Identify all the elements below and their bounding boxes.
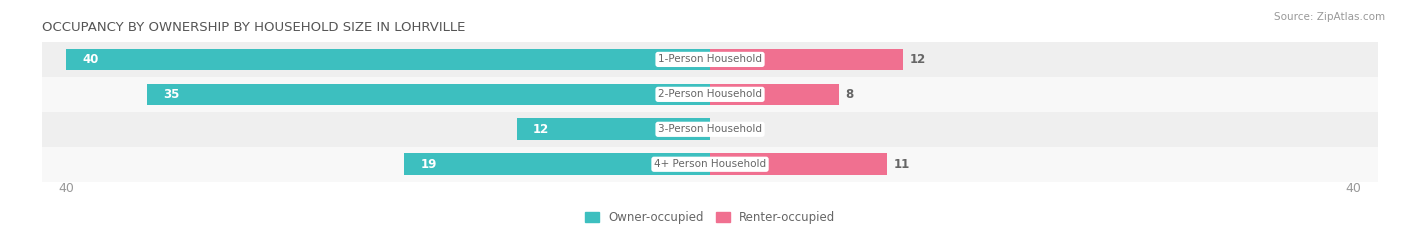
Text: 19: 19: [420, 158, 437, 171]
Text: 35: 35: [163, 88, 179, 101]
Text: 8: 8: [845, 88, 853, 101]
Text: 40: 40: [83, 53, 98, 66]
Text: 11: 11: [893, 158, 910, 171]
Bar: [405, 154, 710, 175]
Bar: [66, 49, 710, 70]
Text: 4+ Person Household: 4+ Person Household: [654, 159, 766, 169]
Text: 2-Person Household: 2-Person Household: [658, 89, 762, 99]
Bar: [710, 84, 839, 105]
Text: 40: 40: [59, 182, 75, 195]
Bar: [517, 118, 710, 140]
Text: 1-Person Household: 1-Person Household: [658, 55, 762, 64]
Bar: [146, 84, 710, 105]
Bar: [42, 147, 1378, 182]
Bar: [42, 42, 1378, 77]
Text: 40: 40: [1346, 182, 1361, 195]
Text: Source: ZipAtlas.com: Source: ZipAtlas.com: [1274, 12, 1385, 22]
Text: 0: 0: [717, 123, 724, 136]
Text: 3-Person Household: 3-Person Household: [658, 124, 762, 134]
Bar: [710, 154, 887, 175]
Legend: Owner-occupied, Renter-occupied: Owner-occupied, Renter-occupied: [579, 206, 841, 229]
Bar: [42, 77, 1378, 112]
Bar: [42, 112, 1378, 147]
Text: 12: 12: [533, 123, 550, 136]
Bar: [710, 49, 903, 70]
Text: 12: 12: [910, 53, 925, 66]
Text: OCCUPANCY BY OWNERSHIP BY HOUSEHOLD SIZE IN LOHRVILLE: OCCUPANCY BY OWNERSHIP BY HOUSEHOLD SIZE…: [42, 21, 465, 34]
